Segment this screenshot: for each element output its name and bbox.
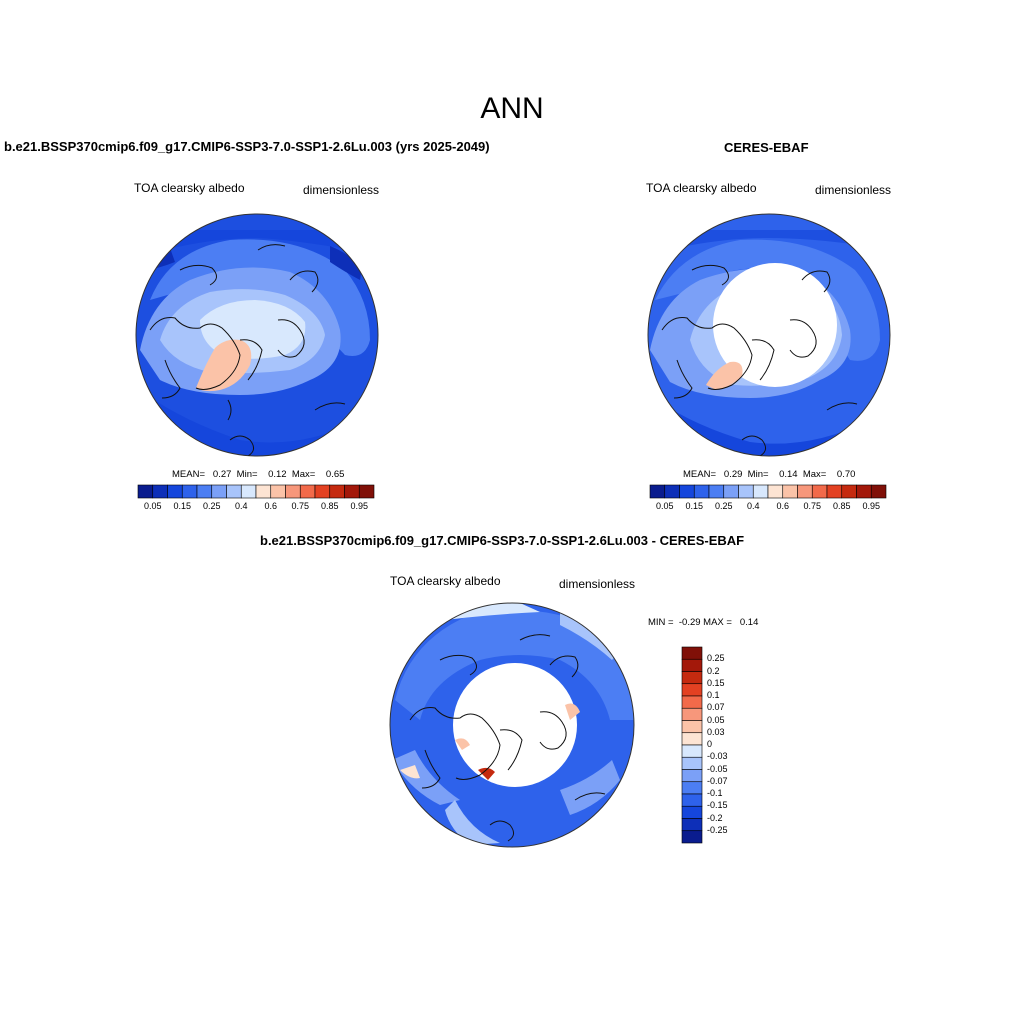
colorbar-tick-label: -0.05	[707, 763, 728, 774]
colorbar-tick-label: 0.25	[707, 653, 725, 664]
colorbar-cell	[299, 484, 316, 499]
obs-variable-label: TOA clearsky albedo	[646, 181, 757, 195]
colorbar-cell	[826, 484, 843, 499]
colorbar-cell	[708, 484, 725, 499]
colorbar-tick-label: 0	[707, 739, 713, 749]
colorbar-cell	[752, 484, 769, 499]
colorbar-cell	[681, 830, 703, 844]
obs-units-label: dimensionless	[815, 183, 892, 197]
colorbar-cell	[137, 484, 154, 499]
colorbar-cell	[167, 484, 183, 499]
colorbar-cell	[738, 484, 754, 499]
colorbar-cell	[681, 805, 703, 819]
colorbar-tick-label: -0.1	[707, 788, 723, 798]
colorbar-tick-label: 0.15	[685, 501, 704, 511]
colorbar-tick-label: 0.4	[746, 501, 760, 511]
model-variable-label: TOA clearsky albedo	[134, 181, 245, 195]
colorbar-cell	[681, 818, 703, 832]
colorbar-tick-label: -0.2	[707, 812, 723, 823]
colorbar-cell	[681, 646, 703, 660]
colorbar-cell	[681, 683, 703, 697]
colorbar-cell	[681, 720, 703, 734]
colorbar-tick-label: 0.05	[655, 501, 674, 511]
colorbar-cell	[181, 484, 198, 499]
main-title: ANN	[480, 92, 544, 125]
colorbar-cell	[681, 707, 703, 721]
colorbar-cell	[681, 658, 703, 672]
colorbar-tick-label: 0.2	[707, 665, 720, 676]
colorbar-tick-label: 0.85	[832, 501, 851, 511]
colorbar-tick-label: 0.25	[202, 501, 221, 511]
diff-variable-label: TOA clearsky albedo	[390, 574, 501, 588]
colorbar-cell	[681, 732, 703, 746]
diff-colorbar	[681, 646, 703, 844]
model-units-label: dimensionless	[303, 183, 380, 197]
colorbar-tick-label: 0.75	[291, 501, 310, 511]
colorbar-tick-label: -0.25	[707, 824, 728, 835]
colorbar-cell	[358, 484, 375, 499]
colorbar-cell	[329, 484, 345, 499]
colorbar-cell	[767, 484, 784, 499]
diff-polar-map	[389, 602, 635, 848]
colorbar-tick-label: 0.25	[714, 501, 733, 511]
colorbar-cell	[797, 484, 813, 499]
colorbar-cell	[681, 695, 703, 709]
colorbar-cell	[681, 744, 703, 758]
model-stats: MEAN= 0.27 Min= 0.12 Max= 0.65	[172, 469, 345, 480]
colorbar-tick-label: -0.15	[707, 800, 728, 811]
colorbar-cell	[856, 484, 872, 499]
model-polar-map	[135, 213, 379, 457]
colorbar-tick-label: -0.03	[707, 751, 728, 762]
colorbar-tick-label: 0.03	[707, 726, 725, 737]
colorbar-cell	[344, 484, 360, 499]
colorbar-cell	[681, 793, 703, 807]
colorbar-cell	[255, 484, 272, 499]
colorbar-cell	[314, 484, 331, 499]
colorbar-cell	[693, 484, 710, 499]
colorbar-tick-label: 0.6	[264, 501, 277, 511]
colorbar-tick-label: 0.05	[143, 501, 162, 511]
colorbar-cell	[211, 484, 227, 499]
colorbar-cell	[152, 484, 168, 499]
colorbar-tick-label: 0.07	[707, 702, 725, 713]
colorbar-tick-label: -0.07	[707, 775, 728, 786]
colorbar-cell	[811, 484, 828, 499]
diff-minmax: MIN = -0.29 MAX = 0.14	[648, 617, 759, 628]
colorbar-tick-label: 0.05	[707, 714, 725, 725]
colorbar-tick-label: 0.85	[320, 501, 339, 511]
colorbar-cell	[196, 484, 213, 499]
colorbar-tick-label: 0.15	[173, 501, 192, 511]
colorbar-cell	[841, 484, 857, 499]
colorbar-tick-label: 0.95	[350, 501, 369, 511]
colorbar-cell	[681, 781, 703, 795]
diff-panel-title: b.e21.BSSP370cmip6.f09_g17.CMIP6-SSP3-7.…	[260, 533, 745, 548]
colorbar-tick-label: 0.6	[776, 501, 789, 511]
colorbar-cell	[649, 484, 666, 499]
colorbar-cell	[681, 756, 703, 770]
colorbar-cell	[681, 671, 703, 685]
colorbar-cell	[782, 484, 798, 499]
colorbar-cell	[679, 484, 695, 499]
colorbar-tick-label: 0.15	[707, 677, 725, 688]
colorbar-tick-label: 0.95	[862, 501, 881, 511]
colorbar-cell	[870, 484, 887, 499]
colorbar-cell	[226, 484, 242, 499]
diff-units-label: dimensionless	[559, 577, 636, 591]
obs-colorbar	[649, 484, 887, 499]
colorbar-cell	[723, 484, 739, 499]
colorbar-cell	[270, 484, 286, 499]
colorbar-cell	[285, 484, 301, 499]
model-panel-title: b.e21.BSSP370cmip6.f09_g17.CMIP6-SSP3-7.…	[4, 139, 490, 154]
colorbar-cell	[240, 484, 257, 499]
colorbar-cell	[664, 484, 680, 499]
colorbar-cell	[681, 769, 703, 783]
colorbar-tick-label: 0.1	[707, 690, 720, 700]
obs-stats: MEAN= 0.29 Min= 0.14 Max= 0.70	[683, 469, 856, 480]
obs-polar-map	[647, 213, 891, 457]
model-colorbar	[137, 484, 375, 499]
colorbar-tick-label: 0.4	[234, 501, 248, 511]
obs-panel-title: CERES-EBAF	[724, 140, 809, 155]
colorbar-tick-label: 0.75	[803, 501, 822, 511]
